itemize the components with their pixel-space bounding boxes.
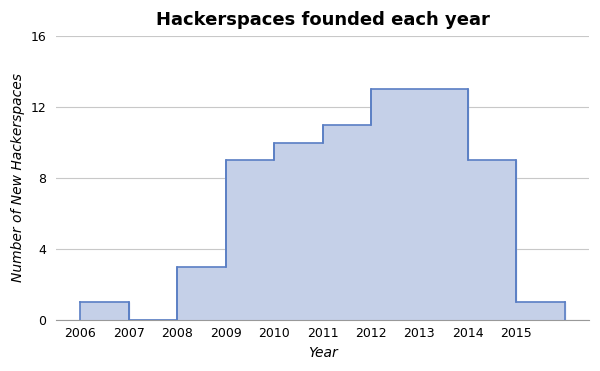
Title: Hackerspaces founded each year: Hackerspaces founded each year <box>155 11 490 29</box>
X-axis label: Year: Year <box>308 346 337 360</box>
Y-axis label: Number of New Hackerspaces: Number of New Hackerspaces <box>11 73 25 282</box>
Polygon shape <box>80 89 565 320</box>
